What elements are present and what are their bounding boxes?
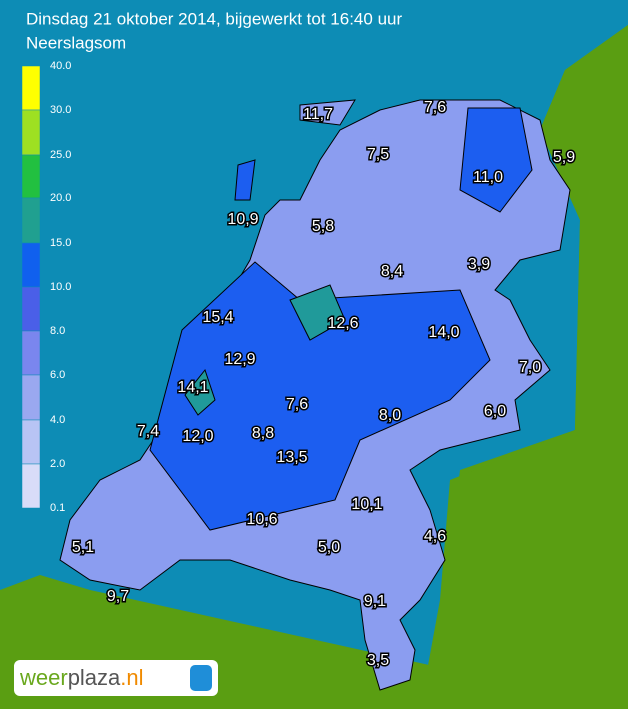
subtitle: Neerslagsom — [26, 33, 126, 52]
legend-label: 8.0 — [50, 325, 65, 337]
heavy-rain-area — [149, 261, 491, 531]
legend-swatch — [21, 286, 41, 332]
station-value: 12,0 — [182, 428, 213, 445]
legend-label: 6.0 — [50, 369, 65, 381]
legend-swatch — [21, 109, 41, 156]
station-value: 7,6 — [424, 99, 446, 116]
station-value: 5,8 — [312, 218, 334, 235]
station-value: 7,4 — [137, 423, 159, 440]
legend-label: 15.0 — [50, 237, 71, 249]
legend-swatch — [21, 374, 41, 421]
station-value: 11,7 — [303, 106, 333, 123]
station-value: 12,9 — [224, 351, 255, 368]
legend-swatch — [21, 463, 41, 509]
station-value: 13,5 — [276, 449, 307, 466]
legend-label: 40.0 — [50, 60, 71, 72]
station-value: 5,0 — [318, 539, 340, 556]
title: Dinsdag 21 oktober 2014, bijgewerkt tot … — [26, 9, 402, 28]
station-value: 8,0 — [379, 407, 401, 424]
legend-swatch — [21, 197, 41, 244]
station-value: 3,5 — [367, 652, 389, 669]
station-value: 9,7 — [107, 588, 129, 605]
legend-swatch — [21, 65, 41, 111]
info-icon — [190, 665, 212, 691]
legend-swatch — [21, 242, 41, 288]
logo-nl: .nl — [120, 665, 143, 690]
station-value: 10,9 — [227, 211, 258, 228]
island — [234, 159, 256, 201]
station-value: 10,6 — [246, 511, 277, 528]
station-value: 11,0 — [473, 169, 503, 186]
station-value: 4,6 — [424, 528, 446, 545]
station-value: 5,1 — [72, 539, 94, 556]
station-value: 7,5 — [367, 146, 389, 163]
legend-swatch — [21, 330, 41, 376]
station-value: 6,0 — [484, 403, 506, 420]
station-value: 3,9 — [468, 256, 490, 273]
station-value: 10,1 — [351, 496, 382, 513]
island — [299, 99, 356, 126]
legend: 40.0 30.0 25.0 20.0 15.0 10.0 8.0 6.0 4.0 2.0 0.1 — [21, 60, 71, 514]
station-value: 8,4 — [381, 263, 403, 280]
legend-label: 25.0 — [50, 149, 71, 161]
land-abroad-east — [420, 25, 628, 709]
logo-weer: weer — [19, 665, 68, 690]
station-value: 14,0 — [428, 324, 459, 341]
legend-label: 10.0 — [50, 281, 71, 293]
rain-15-area — [184, 368, 216, 416]
legend-label: 2.0 — [50, 458, 65, 470]
legend-label: 0.1 — [50, 502, 65, 514]
logo: weerplaza.nl — [19, 665, 144, 690]
legend-swatch — [21, 154, 41, 199]
station-value: 5,9 — [553, 149, 575, 166]
station-value: 7,6 — [286, 396, 308, 413]
station-value: 7,0 — [519, 359, 541, 376]
station-value: 9,1 — [364, 593, 386, 610]
legend-label: 20.0 — [50, 192, 71, 204]
logo-plaza: plaza — [68, 665, 121, 690]
logo-box — [14, 660, 218, 696]
legend-label: 4.0 — [50, 414, 65, 426]
stations: 11,7 7,6 7,5 5,9 11,0 10,9 5,8 8,4 3,9 15,4 12,6 14… — [70, 98, 576, 671]
legend-swatch — [21, 419, 41, 465]
heavy-rain-area-north — [459, 107, 533, 213]
station-value: 8,8 — [252, 425, 274, 442]
station-value: 12,6 — [327, 315, 358, 332]
station-value: 14,1 — [177, 379, 208, 396]
lake — [289, 284, 346, 341]
station-value: 15,4 — [202, 309, 233, 326]
legend-label: 30.0 — [50, 104, 71, 116]
